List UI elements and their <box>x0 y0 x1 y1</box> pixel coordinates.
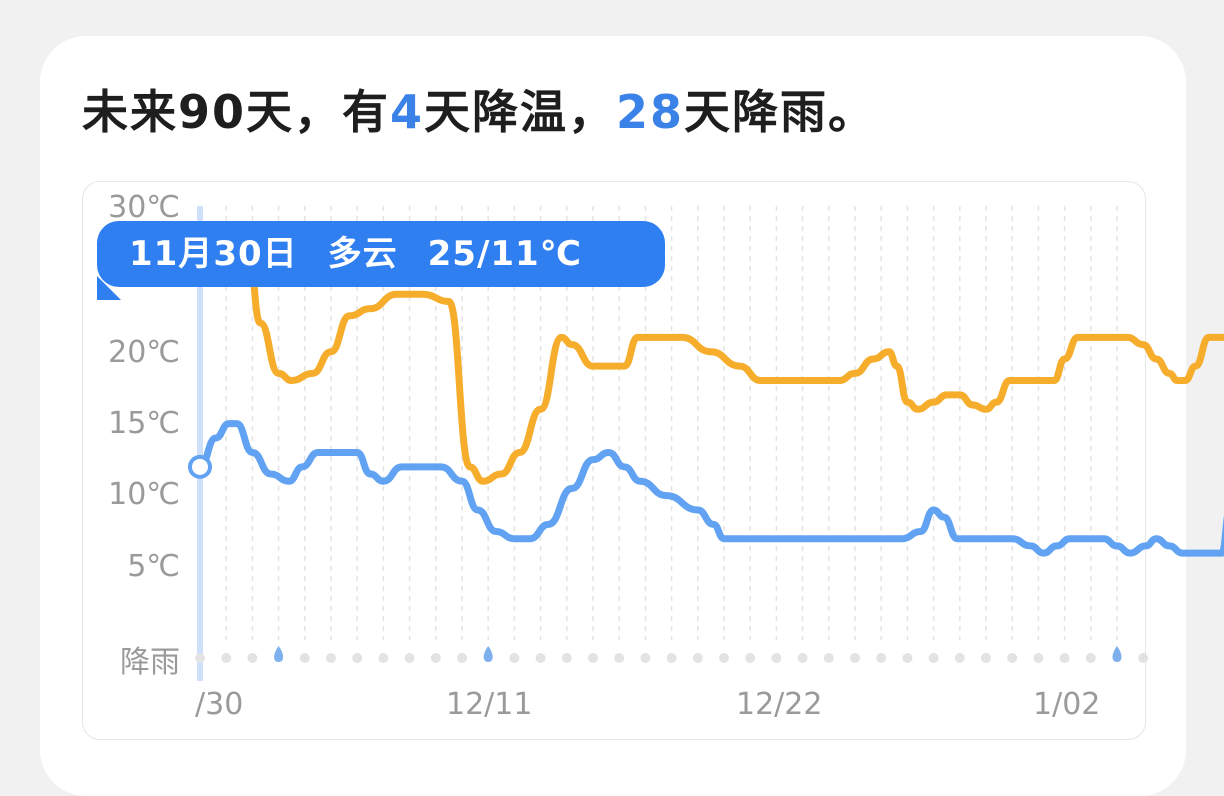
no-rain-dot <box>745 653 756 663</box>
y-tick-label: 30℃ <box>108 190 180 225</box>
chart-plot[interactable] <box>0 0 1224 764</box>
no-rain-dot <box>928 653 939 663</box>
headline-prefix: 未来90天，有 <box>82 85 391 139</box>
rain-drop-icon <box>1112 646 1122 662</box>
no-rain-dot <box>981 653 991 663</box>
no-rain-dot <box>719 653 729 663</box>
no-rain-dot <box>326 653 336 663</box>
no-rain-dot <box>771 653 782 663</box>
low-temp-selected-point <box>188 454 212 479</box>
y-tick-label: 10℃ <box>108 477 180 512</box>
x-tick-label: 12/11 <box>446 687 533 722</box>
headline-suffix: 天降雨。 <box>684 85 877 139</box>
no-rain-dot <box>430 653 441 663</box>
low-temp-series-line <box>196 420 1224 557</box>
no-rain-dot <box>1033 653 1044 663</box>
no-rain-dot <box>1007 653 1018 663</box>
no-rain-dot <box>195 653 205 663</box>
no-rain-dot <box>876 653 887 663</box>
no-rain-dot <box>221 653 232 663</box>
selection-cursor-line <box>197 206 203 681</box>
tooltip-temperatures: 25/11℃ <box>427 234 582 274</box>
y-tick-label: 5℃ <box>127 549 180 584</box>
no-rain-dot <box>457 653 467 663</box>
no-rain-dot <box>640 653 651 663</box>
high-temp-series-line <box>196 233 1224 485</box>
no-rain-dot <box>692 653 703 663</box>
no-rain-dot <box>823 653 834 663</box>
no-rain-dot <box>1059 653 1070 663</box>
no-rain-dot <box>588 653 598 663</box>
no-rain-dot <box>666 653 677 663</box>
selected-day-tooltip: 11月30日 多云 25/11℃ <box>97 221 665 287</box>
no-rain-dot <box>509 653 520 663</box>
no-rain-dot <box>352 653 363 663</box>
no-rain-dot <box>1138 653 1149 663</box>
headline-middle: 天降温， <box>424 85 617 139</box>
no-rain-dot <box>614 653 625 663</box>
x-tick-label: 1/02 <box>1033 687 1101 722</box>
no-rain-dot <box>378 653 389 663</box>
rain-days-count: 28 <box>616 85 685 139</box>
rain-row-label: 降雨 <box>120 645 180 680</box>
x-tick-label: 12/22 <box>736 687 823 722</box>
tooltip-date: 11月30日 <box>129 234 298 274</box>
no-rain-dot <box>299 653 310 663</box>
no-rain-dot <box>535 653 546 663</box>
y-tick-label: 15℃ <box>108 406 180 441</box>
rain-drop-icon <box>483 646 493 662</box>
y-tick-label: 20℃ <box>108 335 180 370</box>
no-rain-dot <box>561 653 572 663</box>
no-rain-dot <box>797 653 808 663</box>
cooling-days-count: 4 <box>390 85 425 139</box>
no-rain-dot <box>850 653 860 663</box>
no-rain-dot <box>954 653 965 663</box>
no-rain-dot <box>247 653 258 663</box>
x-tick-label: /30 <box>195 687 244 722</box>
no-rain-dot <box>902 653 913 663</box>
tooltip-weather: 多云 <box>327 234 398 274</box>
no-rain-dot <box>404 653 415 663</box>
forecast-summary-headline: 未来90天，有4天降温，28天降雨。 <box>82 80 876 144</box>
rain-drop-icon <box>274 646 284 662</box>
no-rain-dot <box>1085 653 1096 663</box>
